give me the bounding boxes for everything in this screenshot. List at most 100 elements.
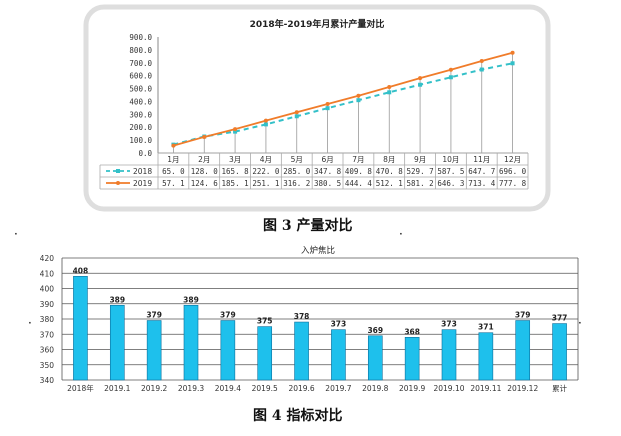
bar (404, 337, 420, 381)
x-tick-label: 11月 (473, 155, 490, 164)
bar (515, 320, 531, 381)
x-tick-label: 2019.1 (104, 384, 130, 393)
y-tick-label: 0.0 (138, 149, 152, 158)
y-tick-label: 360 (40, 346, 55, 355)
table-value-2018: 587. 5 (437, 167, 464, 176)
bar (183, 304, 199, 381)
y-tick-label: 500.0 (129, 85, 152, 94)
bar (257, 326, 273, 381)
data-point-2018 (294, 114, 299, 119)
bar (367, 335, 383, 381)
y-tick-label: 300.0 (129, 110, 152, 119)
x-tick-label: 9月 (414, 155, 426, 164)
bar (220, 320, 236, 381)
data-label: 379 (515, 311, 531, 320)
bar (146, 320, 162, 381)
table-value-2019: 777. 8 (499, 179, 527, 188)
y-tick-label: 400.0 (129, 97, 152, 106)
x-tick-label: 7月 (352, 155, 364, 164)
table-value-2018: 529. 7 (407, 167, 434, 176)
data-point-2018 (510, 61, 515, 66)
table-value-2019: 57. 1 (162, 179, 185, 188)
bar (478, 332, 494, 381)
data-point-2018 (479, 67, 484, 72)
y-tick-label: 200.0 (129, 123, 152, 132)
chart-frame (83, 4, 551, 212)
x-tick-label: 4月 (260, 155, 272, 164)
x-tick-label: 2018年 (67, 383, 94, 393)
table-value-2019: 124. 6 (191, 179, 219, 188)
bar (552, 323, 567, 381)
bar (294, 321, 309, 381)
table-value-2019: 581. 2 (407, 179, 434, 188)
y-tick-label: 400 (40, 285, 55, 294)
table-value-2019: 646. 3 (437, 179, 464, 188)
y-tick-label: 390 (40, 300, 55, 309)
table-value-2018: 696. 0 (499, 167, 527, 176)
table-value-2018: 65. 0 (162, 167, 185, 176)
x-tick-label: 3月 (229, 155, 241, 164)
data-label: 389 (109, 295, 125, 304)
data-label: 371 (478, 323, 494, 332)
bar (73, 275, 88, 381)
data-label: 373 (331, 320, 347, 329)
table-value-2018: 222. 0 (252, 167, 280, 176)
data-label: 389 (183, 295, 199, 304)
data-point-2019 (418, 76, 423, 81)
x-tick-label: 2019.2 (141, 384, 167, 393)
data-point-2019 (233, 127, 238, 132)
table-value-2019: 380. 5 (314, 179, 341, 188)
data-label: 408 (73, 266, 89, 275)
x-tick-label: 2019.3 (178, 384, 204, 393)
marker-dot: · (28, 316, 32, 330)
data-label: 373 (441, 320, 457, 329)
data-point-2019 (294, 110, 299, 115)
x-tick-label: 2019.6 (288, 384, 314, 393)
data-point-2019 (202, 134, 207, 139)
data-point-2019 (387, 84, 392, 89)
x-tick-label: 2月 (198, 155, 210, 164)
data-point-2018 (448, 75, 453, 80)
x-tick-label: 2019.5 (252, 384, 278, 393)
table-value-2018: 128. 0 (191, 167, 219, 176)
y-tick-label: 900.0 (129, 33, 152, 42)
table-value-2019: 251. 1 (252, 179, 279, 188)
data-point-2018 (418, 82, 423, 87)
bar (109, 304, 125, 381)
x-tick-label: 2019.8 (362, 384, 388, 393)
x-tick-label: 2019.11 (470, 384, 501, 393)
data-point-2019 (171, 143, 176, 148)
table-value-2019: 512. 1 (376, 179, 403, 188)
data-point-2019 (510, 50, 515, 55)
series-line-2018 (173, 62, 513, 146)
chart-title: 入炉焦比 (301, 245, 335, 256)
data-point-2019 (448, 67, 453, 72)
table-value-2018: 409. 8 (345, 167, 373, 176)
x-tick-label: 2019.12 (507, 384, 538, 393)
table-value-2018: 285. 0 (283, 167, 311, 176)
series-line-2019 (173, 51, 513, 147)
x-tick-label: 2019.9 (399, 384, 425, 393)
production-line-chart: 2018年-2019年月累计产量对比 0.0 100.0 200.0 300.0 400.… (83, 4, 551, 212)
bar (441, 329, 457, 381)
legend-label: 2019 (133, 179, 152, 188)
x-tick-label: 2019.10 (433, 384, 464, 393)
table-value-2018: 470. 8 (376, 167, 404, 176)
data-label: 379 (220, 311, 236, 320)
x-tick-label: 8月 (383, 155, 395, 164)
data-label: 375 (257, 317, 273, 326)
y-tick-label: 410 (40, 269, 55, 278)
y-tick-label: 600.0 (129, 72, 152, 81)
y-tick-label: 350 (40, 361, 55, 370)
table-value-2019: 316. 2 (283, 179, 310, 188)
table-value-2019: 713. 4 (468, 179, 496, 188)
legend-marker-2018 (116, 169, 120, 173)
x-tick-label: 12月 (504, 155, 521, 164)
table-value-2019: 444. 4 (345, 179, 373, 188)
marker-dot: · (578, 316, 582, 330)
data-point-2019 (479, 59, 484, 64)
bar (331, 329, 346, 381)
x-tick-label: 6月 (321, 155, 333, 164)
data-label: 368 (404, 327, 420, 336)
data-label: 379 (146, 311, 162, 320)
